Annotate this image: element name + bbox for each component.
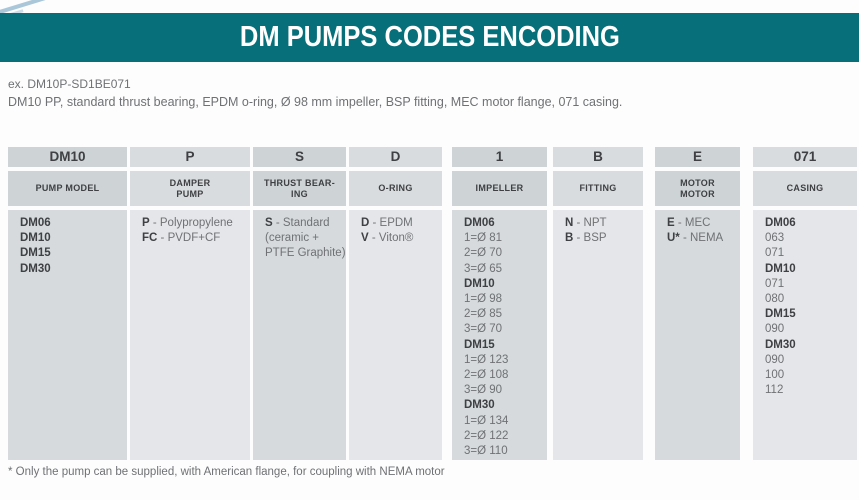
body-line: DM10 xyxy=(464,277,495,290)
table-column-071: 071 CASING DM06 063 071 DM10 071 080 DM15 090 DM30… xyxy=(753,147,857,460)
column-body: D - EPDM V - Viton® xyxy=(349,210,442,460)
column-label: THRUST BEAR- ING xyxy=(253,171,346,206)
body-line: DM10 xyxy=(765,262,796,275)
body-line: DM15 xyxy=(20,247,51,260)
body-line: 071 xyxy=(765,247,785,260)
example-code-description: DM10 PP, standard thrust bearing, EPDM o… xyxy=(8,95,623,109)
body-line: FC - PVDF+CF xyxy=(142,232,221,245)
body-line: 2=Ø 122 xyxy=(464,429,509,442)
body-line: N - NPT xyxy=(565,217,607,229)
body-line: V - Viton® xyxy=(361,232,414,245)
column-code: E xyxy=(655,147,740,167)
body-line: 063 xyxy=(765,232,785,245)
column-label: PUMP MODEL xyxy=(8,171,127,206)
body-line: 100 xyxy=(765,369,785,382)
body-line: DM10 xyxy=(20,232,51,245)
column-label: FITTING xyxy=(553,171,643,206)
column-label: DAMPER PUMP xyxy=(130,171,250,206)
body-line: 2=Ø 108 xyxy=(464,369,509,382)
body-line: 2=Ø 70 xyxy=(464,247,503,260)
column-body: P - Polypropylene FC - PVDF+CF xyxy=(130,210,250,460)
table-column-e: E MOTOR MOTOR E - MEC U* - NEMA xyxy=(655,147,740,460)
body-line: 112 xyxy=(765,384,784,397)
body-line: 080 xyxy=(765,293,785,306)
column-label: CASING xyxy=(753,171,857,206)
body-line: DM06 xyxy=(20,217,51,229)
column-body: DM06 1=Ø 81 2=Ø 70 3=Ø 65 DM10 1=Ø 98 2=Ø 85 3=… xyxy=(452,210,547,460)
body-line: 3=Ø 65 xyxy=(464,262,503,275)
table-column-1: 1 IMPELLER DM06 1=Ø 81 2=Ø 70 3=Ø 65 DM10 1=Ø 9… xyxy=(452,147,547,460)
column-code: 071 xyxy=(753,147,857,167)
column-label: IMPELLER xyxy=(452,171,547,206)
column-label: MOTOR MOTOR xyxy=(655,171,740,206)
column-code: D xyxy=(349,147,442,167)
column-code: DM10 xyxy=(8,147,127,167)
table-column-p: P DAMPER PUMP P - Polypropylene FC - PVDF+C… xyxy=(130,147,250,460)
body-line: 071 xyxy=(765,277,785,290)
table-column-dm10: DM10 PUMP MODEL DM06 DM10 DM15 DM30 xyxy=(8,147,127,460)
body-line: D - EPDM xyxy=(361,217,413,229)
title-bar: DM PUMPS CODES ENCODING xyxy=(0,13,859,62)
body-line: DM30 xyxy=(464,399,495,412)
column-body: N - NPT B - BSP xyxy=(553,210,643,460)
body-line: S - Standard xyxy=(265,217,330,229)
body-line: 3=Ø 90 xyxy=(464,384,503,397)
column-code: S xyxy=(253,147,346,167)
body-line: 090 xyxy=(765,323,785,336)
column-code: 1 xyxy=(452,147,547,167)
body-line: P - Polypropylene xyxy=(142,217,233,229)
body-line: DM15 xyxy=(765,308,796,321)
body-line: DM15 xyxy=(464,338,495,351)
body-line: 2=Ø 85 xyxy=(464,308,503,321)
body-line: 1=Ø 98 xyxy=(464,293,503,306)
codes-encoding-table: DM10 PUMP MODEL DM06 DM10 DM15 DM30 P DAMPER PU… xyxy=(0,147,859,460)
column-body: E - MEC U* - NEMA xyxy=(655,210,740,460)
body-line: DM06 xyxy=(765,217,796,229)
body-line: 3=Ø 70 xyxy=(464,323,503,336)
body-line: B - BSP xyxy=(565,232,607,245)
column-code: B xyxy=(553,147,643,167)
example-code-label: ex. DM10P-SD1BE071 xyxy=(8,77,131,91)
column-code: P xyxy=(130,147,250,167)
body-line: DM06 xyxy=(464,217,495,229)
table-column-d: D O-RING D - EPDM V - Viton® xyxy=(349,147,442,460)
body-line: 1=Ø 123 xyxy=(464,353,509,366)
body-line: 3=Ø 110 xyxy=(464,445,508,458)
body-line: 1=Ø 134 xyxy=(464,414,509,427)
column-body: DM06 063 071 DM10 071 080 DM15 090 DM30 090 100 112 xyxy=(753,210,857,460)
body-line: U* - NEMA xyxy=(667,232,724,245)
column-label: O-RING xyxy=(349,171,442,206)
body-line: E - MEC xyxy=(667,217,711,229)
body-line: (ceramic + xyxy=(265,232,319,245)
body-line: DM30 xyxy=(20,262,51,275)
body-line: 090 xyxy=(765,353,785,366)
page-title: DM PUMPS CODES ENCODING xyxy=(239,21,620,53)
column-body: DM06 DM10 DM15 DM30 xyxy=(8,210,127,460)
table-column-b: B FITTING N - NPT B - BSP xyxy=(553,147,643,460)
table-column-s: S THRUST BEAR- ING S - Standard (ceramic + P… xyxy=(253,147,346,460)
column-body: S - Standard (ceramic + PTFE Graphite) xyxy=(253,210,346,460)
body-line: DM30 xyxy=(765,338,796,351)
footnote: * Only the pump can be supplied, with Am… xyxy=(8,466,445,478)
body-line: PTFE Graphite) xyxy=(265,247,346,260)
body-line: 1=Ø 81 xyxy=(464,232,503,245)
